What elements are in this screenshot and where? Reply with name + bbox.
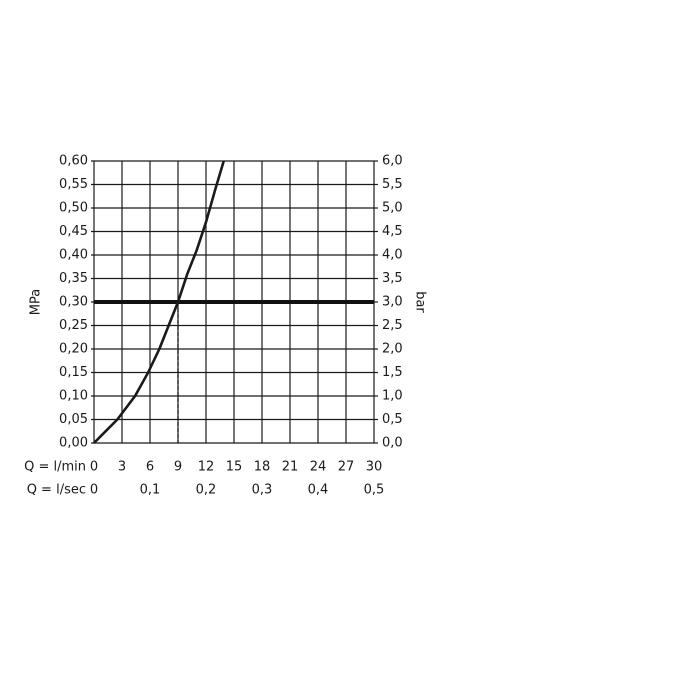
x-tick-label: 3 <box>118 460 126 475</box>
data-line <box>93 160 225 444</box>
y2-tick-label: 4,5 <box>382 224 403 239</box>
x2-tick-label: 0,1 <box>140 483 161 498</box>
y-tick-label: 0,55 <box>59 177 88 192</box>
y2-tick-label: 2,0 <box>382 342 403 357</box>
y2-tick-label: 3,0 <box>382 295 403 310</box>
y2-tick-label: 5,0 <box>382 201 403 216</box>
y2-tick-label: 0,5 <box>382 412 403 427</box>
y2-tick-label: 3,5 <box>382 271 403 286</box>
y-tick-label: 0,20 <box>59 342 88 357</box>
x-tick-label: 21 <box>282 460 299 475</box>
y2-tick-label: 1,5 <box>382 365 403 380</box>
x2-tick-label: 0,5 <box>364 483 385 498</box>
x2-axis-label: Q = l/sec <box>27 483 86 498</box>
y-tick-label: 0,50 <box>59 201 88 216</box>
x2-tick-label: 0 <box>90 483 98 498</box>
y2-tick-label: 2,5 <box>382 318 403 333</box>
y2-axis-label: bar <box>413 291 428 313</box>
x-tick-label: 15 <box>226 460 243 475</box>
x-tick-label: 0 <box>90 460 98 475</box>
y-tick-label: 0,30 <box>59 295 88 310</box>
x2-tick-label: 0,3 <box>252 483 273 498</box>
x2-tick-label: 0,4 <box>308 483 329 498</box>
y-tick-label: 0,10 <box>59 389 88 404</box>
x-tick-label: 6 <box>146 460 154 475</box>
y2-tick-label: 1,0 <box>382 389 403 404</box>
y-tick-label: 0,35 <box>59 271 88 286</box>
y2-tick-label: 5,5 <box>382 177 403 192</box>
y2-tick-label: 0,0 <box>382 436 403 451</box>
y-tick-label: 0,05 <box>59 412 88 427</box>
y-tick-label: 0,00 <box>59 436 88 451</box>
x-tick-label: 27 <box>338 460 355 475</box>
x-tick-label: 30 <box>366 460 383 475</box>
x-tick-label: 12 <box>198 460 215 475</box>
x-tick-label: 24 <box>310 460 327 475</box>
y-tick-label: 0,60 <box>59 154 88 169</box>
y-tick-label: 0,40 <box>59 248 88 263</box>
y-tick-label: 0,45 <box>59 224 88 239</box>
y2-tick-label: 4,0 <box>382 248 403 263</box>
x2-tick-label: 0,2 <box>196 483 217 498</box>
x-tick-label: 18 <box>254 460 271 475</box>
x-axis-label: Q = l/min <box>24 460 86 475</box>
y2-tick-label: 6,0 <box>382 154 403 169</box>
x-tick-label: 9 <box>174 460 182 475</box>
y-tick-label: 0,25 <box>59 318 88 333</box>
y-tick-label: 0,15 <box>59 365 88 380</box>
y-axis-label: MPa <box>29 289 44 315</box>
